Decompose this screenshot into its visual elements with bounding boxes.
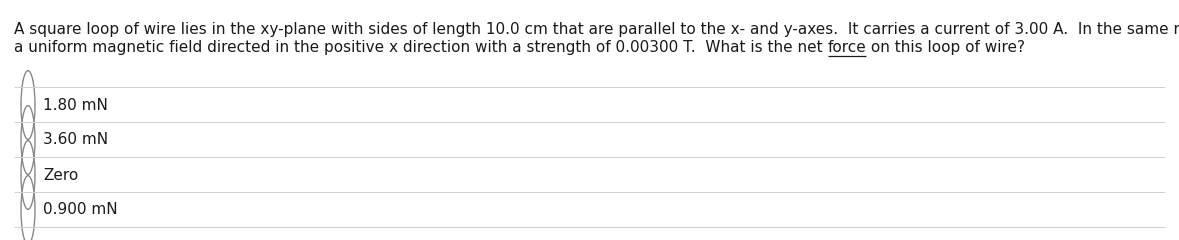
Text: 1.80 mN: 1.80 mN [42,97,107,113]
Text: 3.60 mN: 3.60 mN [42,132,108,148]
Text: a uniform magnetic field directed in the positive x direction with a strength of: a uniform magnetic field directed in the… [14,40,828,55]
Text: Zero: Zero [42,168,78,182]
Text: A square loop of wire lies in the xy-plane with sides of length 10.0 cm that are: A square loop of wire lies in the xy-pla… [14,22,1179,37]
Text: 0.900 mN: 0.900 mN [42,203,118,217]
Text: force: force [828,40,867,55]
Text: on this loop of wire?: on this loop of wire? [867,40,1026,55]
